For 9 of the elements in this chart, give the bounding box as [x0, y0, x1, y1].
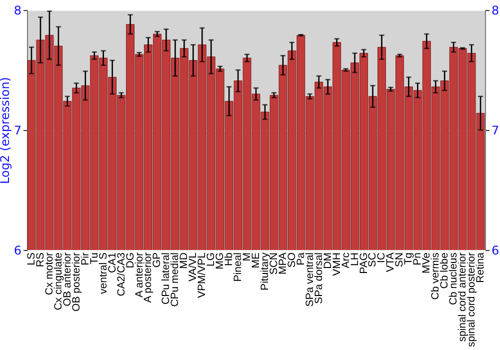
y2-tick-label: 6 [492, 244, 500, 258]
y2-tick-label: 8 [492, 4, 500, 18]
y-tick-label: 8 [14, 4, 22, 18]
x-tick-label: Tg [402, 252, 415, 265]
x-tick-label: A posterior [142, 252, 154, 303]
y-tick-label: 7 [14, 124, 22, 138]
y-tick-label: 6 [14, 244, 22, 258]
y-axis-title: Log2 (expression) [0, 77, 12, 184]
y2-tick-label: 7 [492, 124, 500, 138]
